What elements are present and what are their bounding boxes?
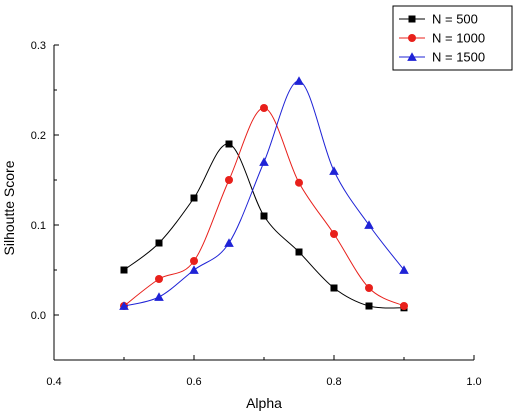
x-ticks: 0.4 0.6 0.8 1.0 <box>46 355 482 388</box>
y-tick-label: 0.1 <box>31 220 46 232</box>
y-tick-label: 0.0 <box>31 310 46 322</box>
x-tick-label: 1.0 <box>466 376 481 388</box>
legend-label: N = 500 <box>432 12 478 27</box>
data-point <box>225 140 233 148</box>
data-point <box>260 104 268 112</box>
x-axis-label: Alpha <box>246 395 282 411</box>
legend-marker <box>408 15 416 23</box>
x-tick-label: 0.8 <box>326 376 341 388</box>
data-point <box>329 166 339 175</box>
data-point <box>224 238 234 247</box>
legend-item: N = 1000 <box>399 31 485 46</box>
data-point <box>330 230 338 238</box>
data-point <box>259 157 269 166</box>
y-tick-label: 0.2 <box>31 130 46 142</box>
series-layer <box>119 76 409 312</box>
data-point <box>119 301 129 310</box>
series-2 <box>120 104 408 310</box>
data-point <box>190 257 198 265</box>
data-point <box>399 265 409 274</box>
x-tick-label: 0.6 <box>186 376 201 388</box>
legend-item: N = 1500 <box>399 50 485 65</box>
series-1 <box>120 140 408 312</box>
data-point <box>364 220 374 229</box>
data-point <box>295 178 303 187</box>
data-point <box>190 194 198 202</box>
data-point <box>330 284 338 292</box>
y-ticks: 0.0 0.1 0.2 0.3 <box>31 40 59 361</box>
data-point <box>365 284 373 292</box>
data-point <box>294 76 304 85</box>
data-point <box>154 292 164 301</box>
data-point <box>155 275 163 283</box>
legend-item: N = 500 <box>399 12 478 27</box>
legend-label: N = 1000 <box>432 31 485 46</box>
data-point <box>400 302 408 310</box>
y-axis-label: Silhoutte Score <box>1 160 17 255</box>
data-point <box>225 176 233 184</box>
legend-label: N = 1500 <box>432 50 485 65</box>
legend-marker <box>408 34 416 42</box>
series-line <box>123 143 405 309</box>
data-point <box>365 302 373 310</box>
y-tick-label: 0.3 <box>31 40 46 52</box>
data-point <box>120 266 128 274</box>
series-line <box>123 80 405 307</box>
legend: N = 500 N = 1000 N = 1500 <box>392 5 513 71</box>
data-point <box>295 248 303 256</box>
data-point <box>189 265 199 274</box>
x-tick-label: 0.4 <box>46 376 61 388</box>
data-point <box>260 212 268 220</box>
legend-marker <box>407 52 417 61</box>
axes <box>53 45 474 361</box>
series-3 <box>119 76 409 310</box>
data-point <box>155 239 163 247</box>
series-line <box>123 107 405 307</box>
